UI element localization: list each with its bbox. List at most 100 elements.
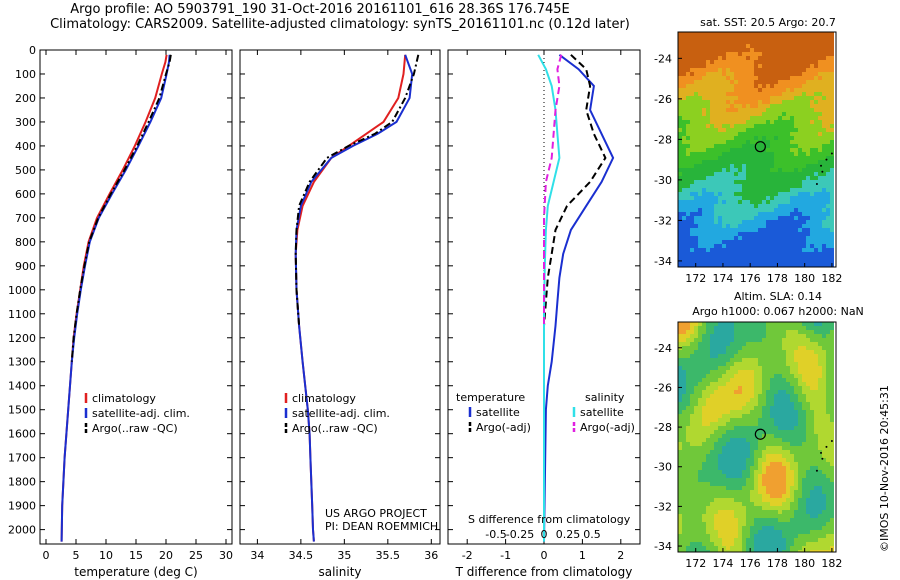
map-cell xyxy=(738,506,742,510)
map-cell xyxy=(810,256,814,260)
map-cell xyxy=(706,442,710,446)
map-cell xyxy=(718,44,722,48)
map-cell xyxy=(826,510,830,514)
map-cell xyxy=(746,148,750,152)
map-cell xyxy=(726,96,730,100)
map-cell xyxy=(714,252,718,256)
map-cell xyxy=(734,350,738,354)
map-cell xyxy=(698,438,702,442)
map-cell xyxy=(770,466,774,470)
map-cell xyxy=(734,68,738,72)
map-cell xyxy=(706,378,710,382)
map-cell xyxy=(826,358,830,362)
map-cell xyxy=(734,192,738,196)
map-cell xyxy=(762,378,766,382)
map-cell xyxy=(814,260,818,264)
map-cell xyxy=(682,36,686,40)
map-cell xyxy=(786,458,790,462)
map-cell xyxy=(798,124,802,128)
map-cell xyxy=(794,470,798,474)
map-cell xyxy=(818,184,822,188)
map-cell xyxy=(762,382,766,386)
map-cell xyxy=(770,228,774,232)
map-cell xyxy=(814,108,818,112)
map-cell xyxy=(822,522,826,526)
map-cell xyxy=(774,374,778,378)
map-cell xyxy=(790,116,794,120)
map-cell xyxy=(694,358,698,362)
map-cell xyxy=(722,446,726,450)
map-cell xyxy=(822,56,826,60)
map-cell xyxy=(738,510,742,514)
map-cell xyxy=(766,322,770,326)
map-cell xyxy=(806,466,810,470)
map-cell xyxy=(766,422,770,426)
map-cell xyxy=(786,350,790,354)
map-cell xyxy=(778,136,782,140)
map-cell xyxy=(694,466,698,470)
map-cell xyxy=(750,172,754,176)
map-cell xyxy=(722,232,726,236)
map-cell xyxy=(734,64,738,68)
map-cell xyxy=(774,252,778,256)
map-cell xyxy=(726,216,730,220)
map-cell xyxy=(682,108,686,112)
y-tick-label: -26 xyxy=(654,93,672,106)
map-cell xyxy=(794,168,798,172)
map-cell xyxy=(718,506,722,510)
map-cell xyxy=(786,84,790,88)
map-cell xyxy=(746,474,750,478)
map-cell xyxy=(714,490,718,494)
map-cell xyxy=(786,514,790,518)
map-cell xyxy=(778,478,782,482)
map-cell xyxy=(786,228,790,232)
map-cell xyxy=(818,338,822,342)
map-cell xyxy=(690,442,694,446)
map-cell xyxy=(694,414,698,418)
map-cell xyxy=(730,526,734,530)
map-cell xyxy=(774,120,778,124)
map-cell xyxy=(750,430,754,434)
map-cell xyxy=(690,330,694,334)
map-cell xyxy=(718,374,722,378)
map-cell xyxy=(746,176,750,180)
map-cell xyxy=(830,88,834,92)
map-cell xyxy=(730,188,734,192)
map-cell xyxy=(822,84,826,88)
map-cell xyxy=(774,510,778,514)
map-cell xyxy=(754,446,758,450)
map-cell xyxy=(734,386,738,390)
map-cell xyxy=(682,346,686,350)
map-cell xyxy=(738,176,742,180)
map-cell xyxy=(766,514,770,518)
map-cell xyxy=(766,252,770,256)
map-cell xyxy=(822,92,826,96)
map-cell xyxy=(774,346,778,350)
map-cell xyxy=(786,374,790,378)
map-cell xyxy=(746,326,750,330)
map-cell xyxy=(706,370,710,374)
map-cell xyxy=(694,506,698,510)
map-cell xyxy=(754,136,758,140)
map-cell xyxy=(786,522,790,526)
map-cell xyxy=(726,64,730,68)
map-cell xyxy=(810,402,814,406)
map-cell xyxy=(698,128,702,132)
map-cell xyxy=(682,240,686,244)
map-cell xyxy=(814,398,818,402)
map-cell xyxy=(758,40,762,44)
map-cell xyxy=(722,152,726,156)
map-cell xyxy=(822,148,826,152)
map-cell xyxy=(782,64,786,68)
map-cell xyxy=(702,502,706,506)
map-cell xyxy=(814,438,818,442)
map-cell xyxy=(678,454,682,458)
map-cell xyxy=(830,216,834,220)
map-cell xyxy=(774,530,778,534)
map-cell xyxy=(734,104,738,108)
map-cell xyxy=(718,422,722,426)
map-cell xyxy=(758,80,762,84)
map-cell xyxy=(742,486,746,490)
map-cell xyxy=(726,350,730,354)
map-cell xyxy=(738,232,742,236)
